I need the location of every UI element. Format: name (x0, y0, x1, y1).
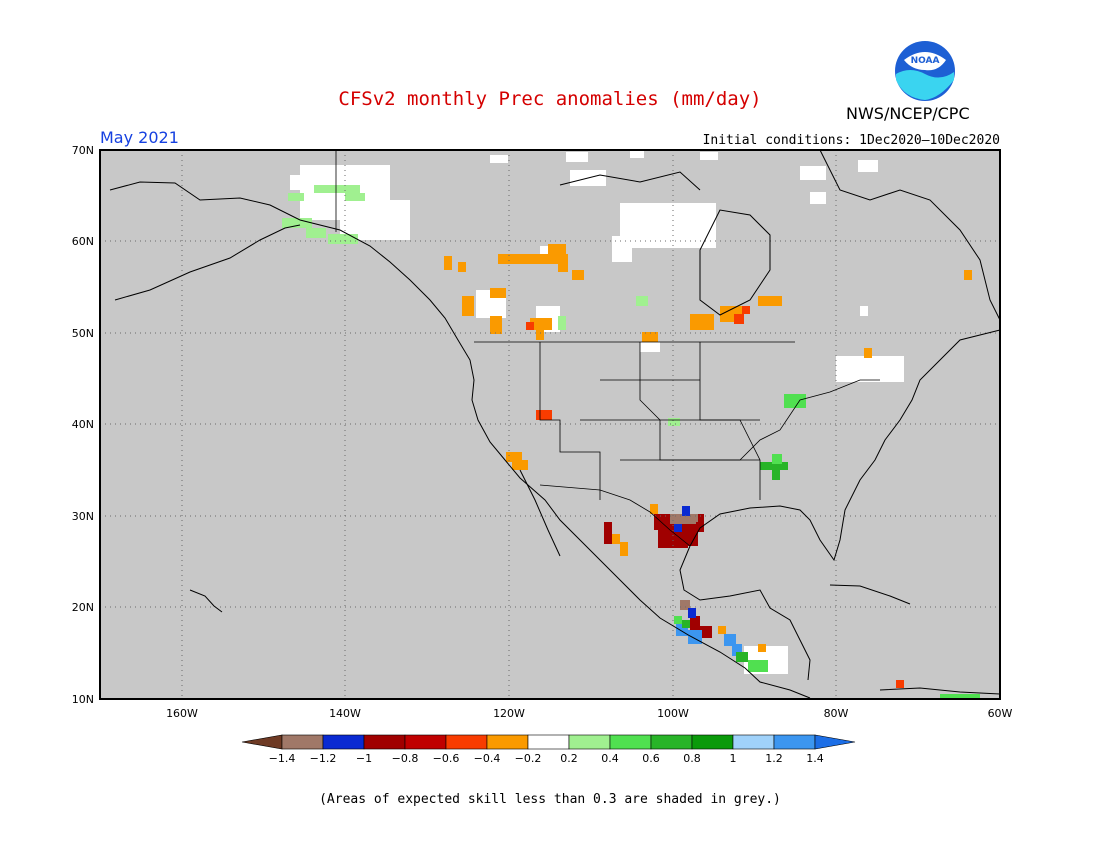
lon-label: 120W (493, 707, 525, 720)
colorbar (241, 734, 856, 750)
initial-conditions: Initial conditions: 1Dec2020–10Dec2020 (702, 133, 1000, 148)
lat-label: 20N (72, 601, 94, 614)
colorbar-swatch (773, 734, 816, 750)
lon-label: 80W (824, 707, 849, 720)
skill-footnote: (Areas of expected skill less than 0.3 a… (319, 792, 781, 807)
coastlines (109, 149, 1001, 699)
agency-label: NWS/NCEP/CPC (846, 104, 970, 123)
colorbar-swatch (363, 734, 406, 750)
dry-anomaly-patches (444, 244, 972, 688)
colorbar-label: −0.6 (433, 752, 460, 765)
lon-label: 140W (329, 707, 361, 720)
colorbar-arrow-left (241, 734, 283, 750)
colorbar-label: 0.6 (642, 752, 660, 765)
colorbar-swatch (445, 734, 488, 750)
colorbar-swatch (568, 734, 611, 750)
colorbar-label: −1.4 (269, 752, 296, 765)
colorbar-label: 0.8 (683, 752, 701, 765)
latitude-labels: 70N 60N 50N 40N 30N 20N 10N (72, 144, 94, 706)
colorbar-swatch (322, 734, 365, 750)
colorbar-label: 0.2 (560, 752, 578, 765)
colorbar-label: 0.4 (601, 752, 619, 765)
colorbar-swatch (609, 734, 652, 750)
colorbar-swatch (281, 734, 324, 750)
noaa-logo-text: NOAA (911, 56, 940, 66)
very-dry-anomaly-patches (604, 514, 712, 638)
lat-label: 70N (72, 144, 94, 157)
colorbar-swatch (732, 734, 775, 750)
colorbar-label: 1.4 (806, 752, 824, 765)
colorbar-swatch (527, 734, 570, 750)
colorbar-labels: −1.4 −1.2 −1 −0.8 −0.6 −0.4 −0.2 0.2 0.4… (269, 752, 824, 765)
lat-label: 60N (72, 235, 94, 248)
colorbar-label: −0.4 (474, 752, 501, 765)
colorbar-swatch (650, 734, 693, 750)
lat-label: 50N (72, 327, 94, 340)
colorbar-label: −0.8 (392, 752, 419, 765)
lon-label: 100W (657, 707, 689, 720)
lat-label: 10N (72, 693, 94, 706)
lat-label: 40N (72, 418, 94, 431)
chart-title: CFSv2 monthly Prec anomalies (mm/day) (338, 88, 762, 110)
political-borders (335, 150, 880, 547)
map-frame (99, 149, 1001, 700)
lon-label: 160W (166, 707, 198, 720)
graticule (100, 150, 1000, 699)
colorbar-arrow-right (814, 734, 856, 750)
colorbar-label: −0.2 (515, 752, 542, 765)
lon-label: 60W (988, 707, 1013, 720)
colorbar-label: 1 (730, 752, 737, 765)
noaa-logo: NOAA (895, 41, 955, 101)
colorbar-label: 1.2 (765, 752, 783, 765)
colorbar-swatch (691, 734, 734, 750)
longitude-labels: 160W 140W 120W 100W 80W 60W (166, 707, 1012, 720)
colorbar-label: −1 (356, 752, 372, 765)
lat-label: 30N (72, 510, 94, 523)
wet-anomaly-patches (282, 185, 980, 699)
colorbar-swatch (486, 734, 529, 750)
colorbar-swatch (404, 734, 447, 750)
colorbar-label: −1.2 (310, 752, 337, 765)
forecast-month: May 2021 (100, 128, 179, 147)
